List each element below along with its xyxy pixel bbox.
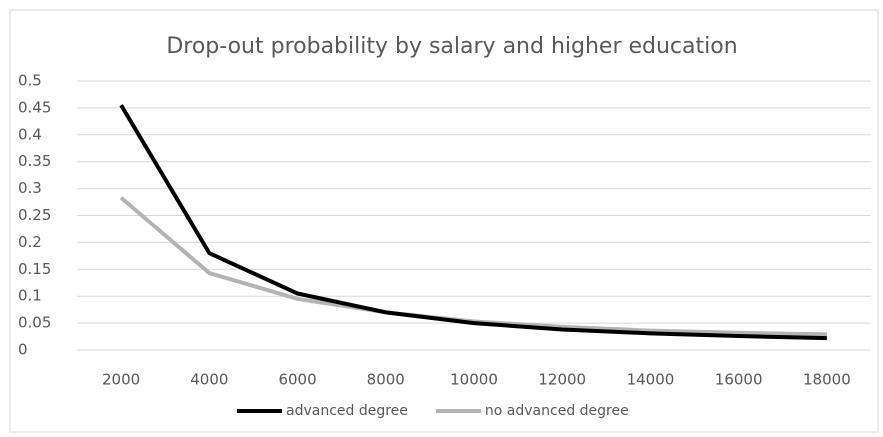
x-tick-label: 14000 — [627, 371, 675, 389]
y-tick-label: 0 — [18, 341, 28, 359]
y-tick-label: 0.45 — [18, 98, 51, 116]
chart-title: Drop-out probability by salary and highe… — [166, 34, 737, 59]
y-tick-label: 0.15 — [18, 260, 51, 278]
y-tick-label: 0.35 — [18, 152, 51, 170]
legend-label: no advanced degree — [485, 403, 629, 419]
x-tick-label: 10000 — [450, 371, 498, 389]
y-tick-label: 0.4 — [18, 125, 42, 143]
y-tick-label: 0.25 — [18, 206, 51, 224]
y-tick-label: 0.3 — [18, 179, 42, 197]
x-tick-label: 4000 — [190, 371, 228, 389]
y-tick-label: 0.5 — [18, 72, 42, 90]
x-tick-label: 2000 — [102, 371, 140, 389]
x-tick-label: 6000 — [278, 371, 316, 389]
x-tick-label: 16000 — [715, 371, 763, 389]
line-series — [119, 104, 827, 341]
y-tick-label: 0.1 — [18, 287, 42, 305]
legend-label: advanced degree — [286, 403, 408, 419]
x-tick-label: 12000 — [538, 371, 586, 389]
x-tick-label: 18000 — [803, 371, 851, 389]
y-tick-label: 0.05 — [18, 314, 51, 332]
y-tick-label: 0.2 — [18, 233, 42, 251]
chart-border — [9, 9, 879, 433]
x-tick-label: 8000 — [367, 371, 405, 389]
